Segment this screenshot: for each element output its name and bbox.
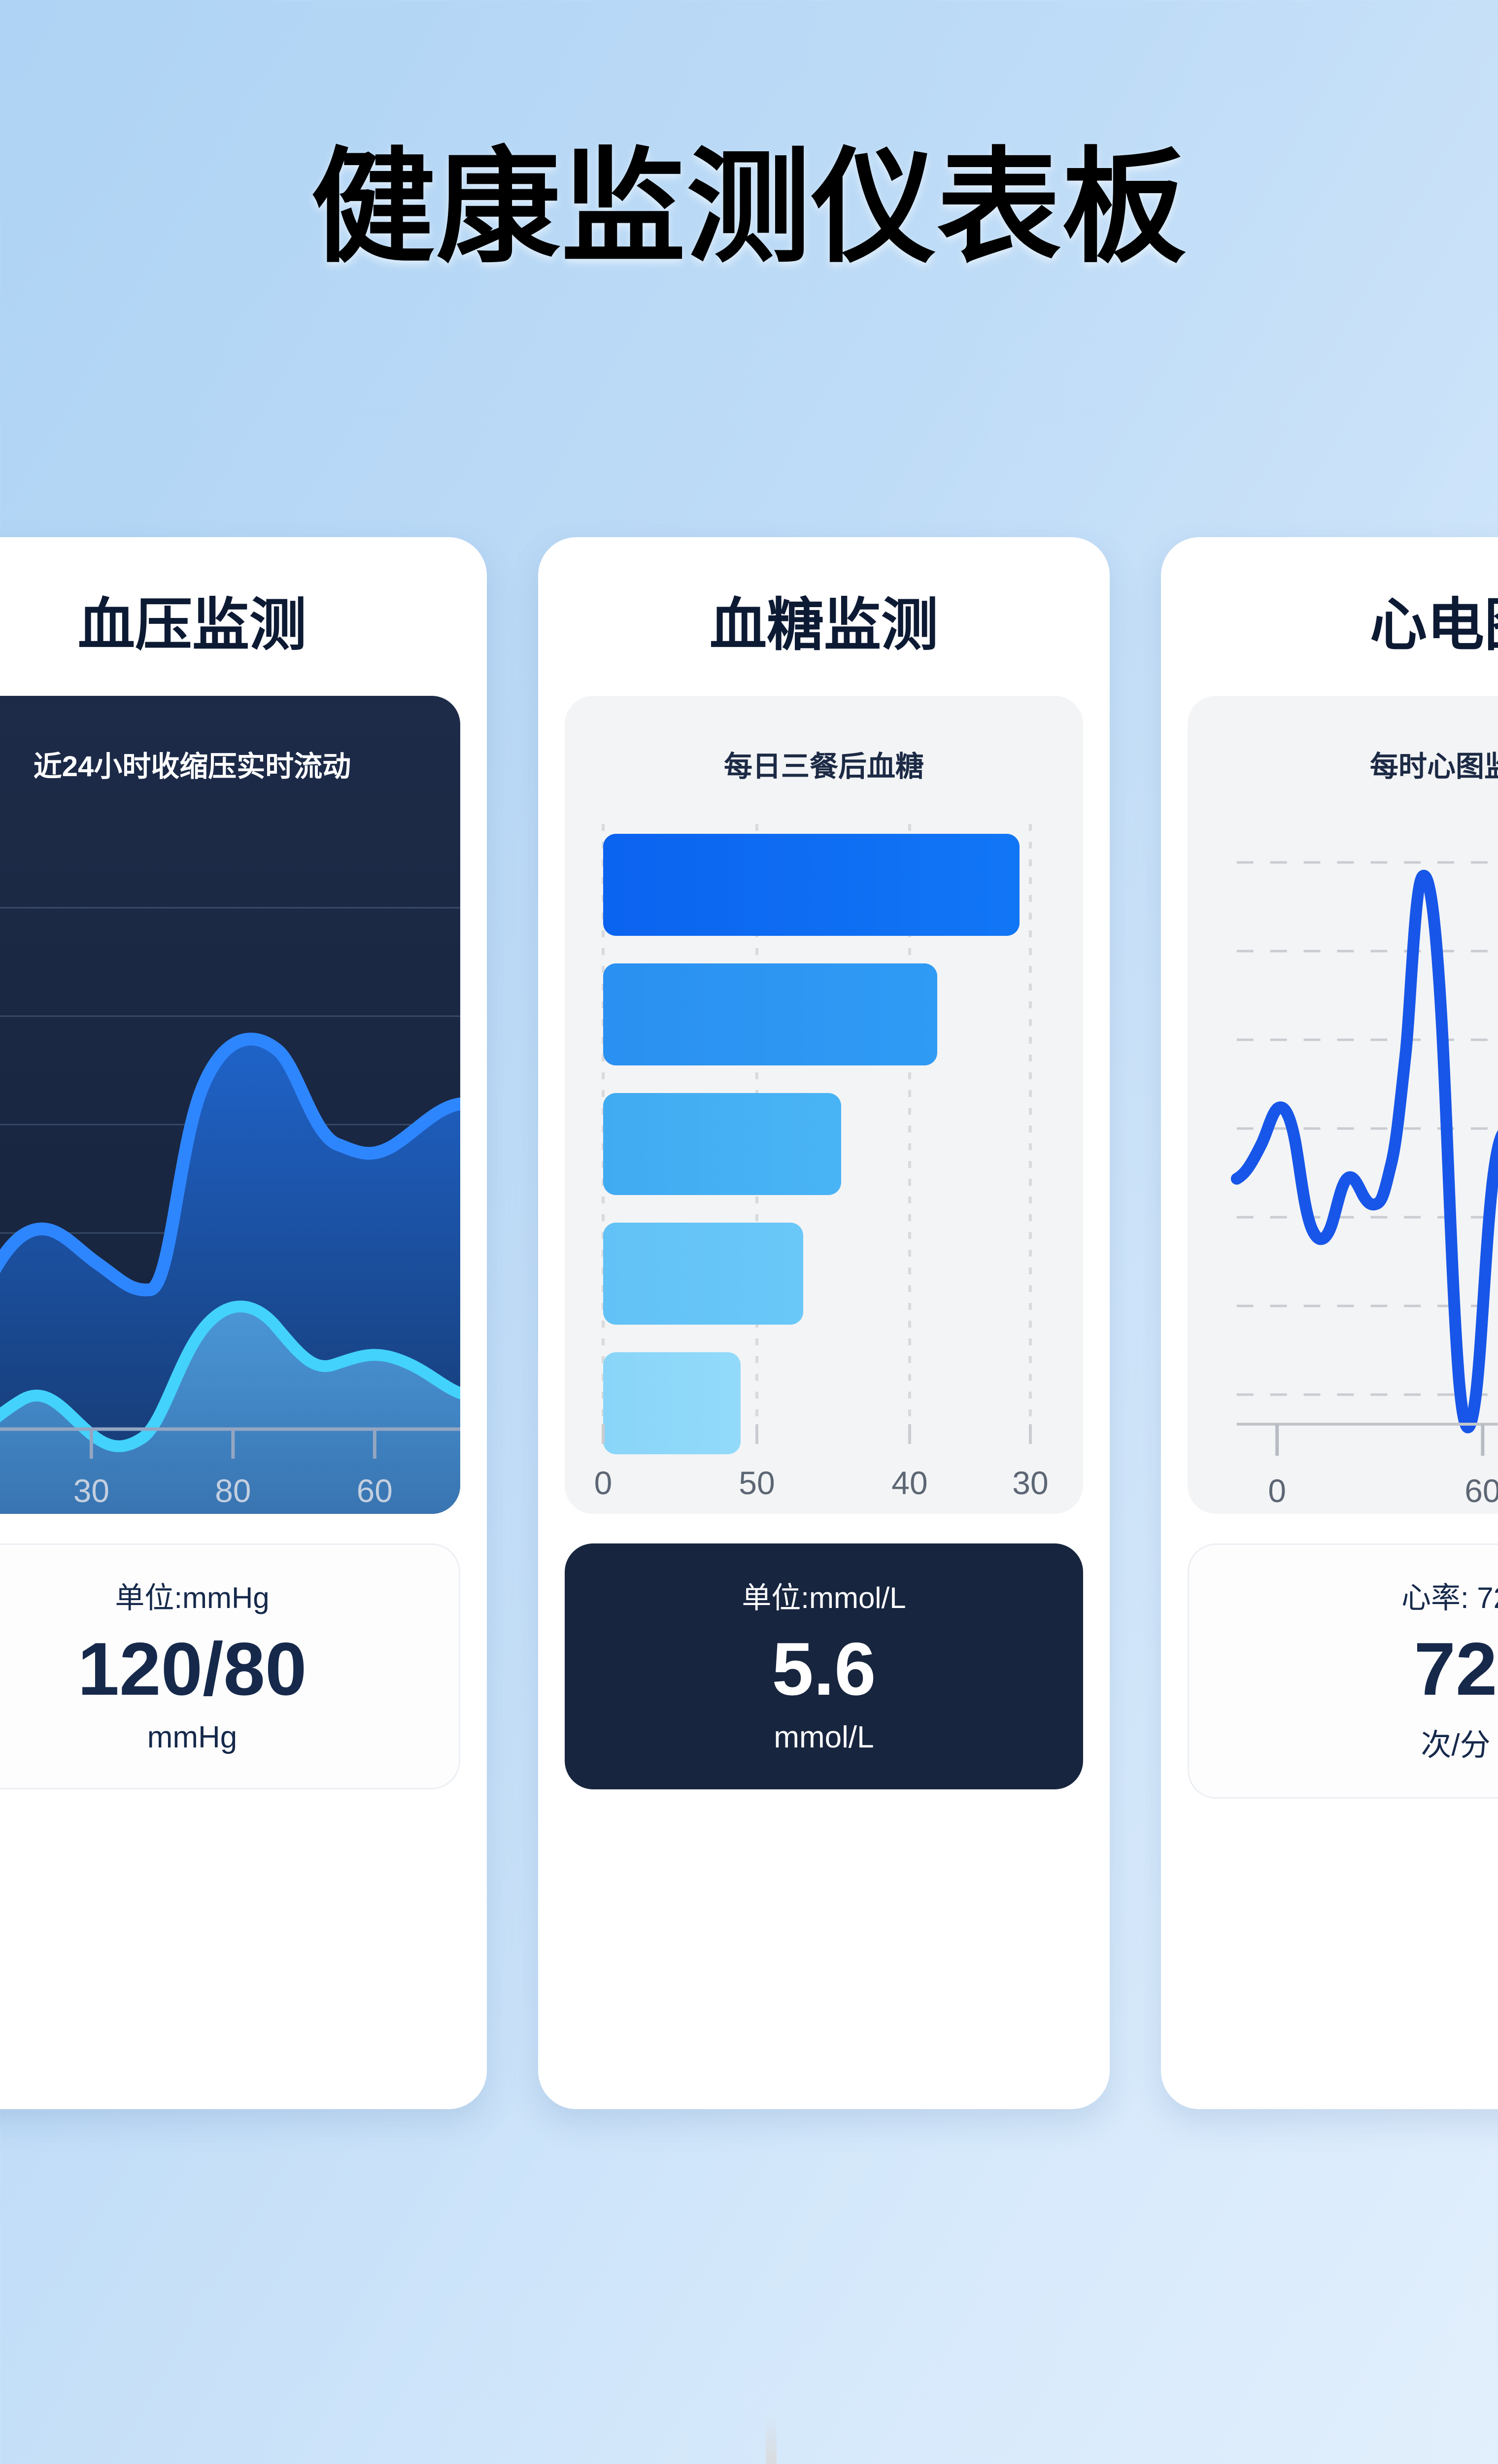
chart-panel-ecg: 每时心图监测 bbox=[1188, 695, 1498, 1514]
chart-panel-blood-glucose: 每日三餐后血糖 bbox=[565, 695, 1083, 1514]
stat-value: 72 bbox=[1414, 1627, 1498, 1711]
stat-value: 120/80 bbox=[77, 1627, 307, 1711]
stat-sub-label: mmHg bbox=[147, 1720, 238, 1754]
bar-item bbox=[603, 1093, 841, 1195]
xtick-label: 40 bbox=[891, 1465, 927, 1501]
card-ecg[interactable]: 心电图 每时心图监测 bbox=[1161, 537, 1498, 2109]
card-rail: 血压监测 近24小时收缩压实时流动 bbox=[0, 537, 1498, 2109]
card-title-blood-pressure: 血压监测 bbox=[78, 593, 306, 657]
bar-item bbox=[603, 1352, 741, 1454]
xtick-label: 0 bbox=[594, 1465, 613, 1501]
bar-item bbox=[603, 833, 1020, 936]
area-chart-blood-pressure: 00 30 80 60 bbox=[0, 819, 460, 1514]
chart-panel-blood-pressure: 近24小时收缩压实时流动 bbox=[0, 695, 460, 1514]
stat-blood-pressure: 单位:mmHg 120/80 mmHg bbox=[0, 1543, 460, 1789]
chart-subtitle-ecg: 每时心图监测 bbox=[1369, 750, 1498, 783]
xtick-label: 60 bbox=[1464, 1472, 1498, 1509]
xtick-label: 80 bbox=[215, 1472, 251, 1509]
card-title-ecg: 心电图 bbox=[1370, 593, 1498, 657]
stat-unit-label: 单位:mmHg bbox=[115, 1581, 270, 1614]
card-blood-pressure[interactable]: 血压监测 近24小时收缩压实时流动 bbox=[0, 537, 487, 2109]
xtick-label: 50 bbox=[739, 1465, 775, 1501]
chart-subtitle-blood-pressure: 近24小时收缩压实时流动 bbox=[33, 750, 351, 783]
xtick-label: 30 bbox=[1012, 1465, 1048, 1501]
stat-value: 5.6 bbox=[772, 1627, 876, 1711]
stat-sub-label: 次/分 bbox=[1421, 1728, 1491, 1762]
card-blood-glucose[interactable]: 血糖监测 每日三餐后血糖 bbox=[538, 537, 1110, 2109]
card-title-blood-glucose: 血糖监测 bbox=[710, 593, 938, 657]
stat-unit-label: 心率: 72 bbox=[1401, 1581, 1498, 1614]
bar-chart-blood-glucose: 0 50 40 30 bbox=[565, 819, 1083, 1514]
stat-unit-label: 单位:mmol/L bbox=[742, 1581, 906, 1614]
bar-item bbox=[603, 1222, 803, 1325]
xtick-label: 0 bbox=[1268, 1472, 1286, 1509]
stat-sub-label: mmol/L bbox=[774, 1720, 874, 1754]
line-chart-ecg: 0 60 bbox=[1188, 819, 1498, 1514]
xtick-label: 60 bbox=[357, 1472, 393, 1509]
stat-blood-glucose: 单位:mmol/L 5.6 mmol/L bbox=[565, 1543, 1083, 1789]
chart-subtitle-blood-glucose: 每日三餐后血糖 bbox=[723, 750, 924, 783]
bar-item bbox=[603, 963, 937, 1065]
page-title: 健康监测仪表板 bbox=[310, 138, 1187, 277]
stat-ecg: 心率: 72 72 次/分 bbox=[1188, 1543, 1498, 1799]
divider-node-marker bbox=[766, 2414, 777, 2464]
xtick-label: 30 bbox=[73, 1472, 109, 1509]
